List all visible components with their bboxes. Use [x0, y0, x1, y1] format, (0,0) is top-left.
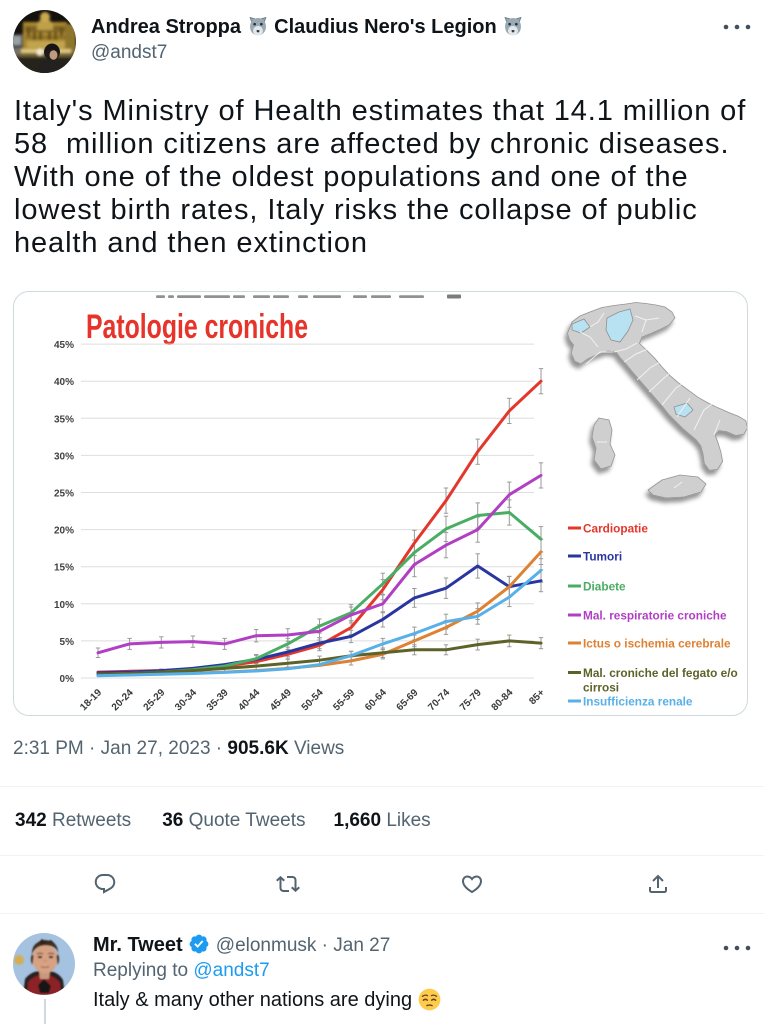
- svg-text:80-84: 80-84: [490, 687, 516, 713]
- svg-text:20%: 20%: [54, 526, 74, 537]
- svg-text:70-74: 70-74: [426, 687, 452, 713]
- svg-text:15%: 15%: [54, 563, 74, 574]
- svg-text:30-34: 30-34: [173, 687, 199, 713]
- svg-text:Insufficienza renale: Insufficienza renale: [583, 695, 693, 709]
- svg-text:85+: 85+: [527, 687, 547, 707]
- svg-text:75-79: 75-79: [458, 687, 484, 713]
- svg-text:50-54: 50-54: [300, 687, 326, 713]
- svg-text:10%: 10%: [54, 600, 74, 611]
- svg-text:cirrosi: cirrosi: [583, 681, 619, 695]
- svg-text:40%: 40%: [54, 377, 74, 388]
- svg-text:Patologie croniche: Patologie croniche: [86, 308, 308, 346]
- svg-text:45%: 45%: [54, 340, 74, 351]
- svg-text:55-59: 55-59: [331, 687, 357, 713]
- svg-text:Diabete: Diabete: [583, 580, 626, 594]
- svg-text:20-24: 20-24: [110, 687, 136, 713]
- svg-text:Ictus o ischemia cerebrale: Ictus o ischemia cerebrale: [583, 637, 731, 651]
- svg-text:25-29: 25-29: [142, 687, 168, 713]
- svg-text:60-64: 60-64: [363, 687, 389, 713]
- svg-text:Mal. respiratorie croniche: Mal. respiratorie croniche: [583, 609, 727, 623]
- svg-text:Tumori: Tumori: [583, 550, 622, 564]
- svg-text:65-69: 65-69: [395, 687, 421, 713]
- svg-text:18-19: 18-19: [78, 687, 104, 713]
- svg-text:25%: 25%: [54, 489, 74, 500]
- svg-text:35%: 35%: [54, 414, 74, 425]
- svg-text:30%: 30%: [54, 451, 74, 462]
- svg-text:0%: 0%: [60, 674, 75, 685]
- svg-text:45-49: 45-49: [268, 687, 294, 713]
- svg-text:35-39: 35-39: [205, 687, 231, 713]
- svg-text:40-44: 40-44: [236, 687, 262, 713]
- svg-text:Mal. croniche del fegato e/o: Mal. croniche del fegato e/o: [583, 666, 738, 680]
- svg-text:Cardiopatie: Cardiopatie: [583, 522, 648, 536]
- svg-text:5%: 5%: [60, 637, 75, 648]
